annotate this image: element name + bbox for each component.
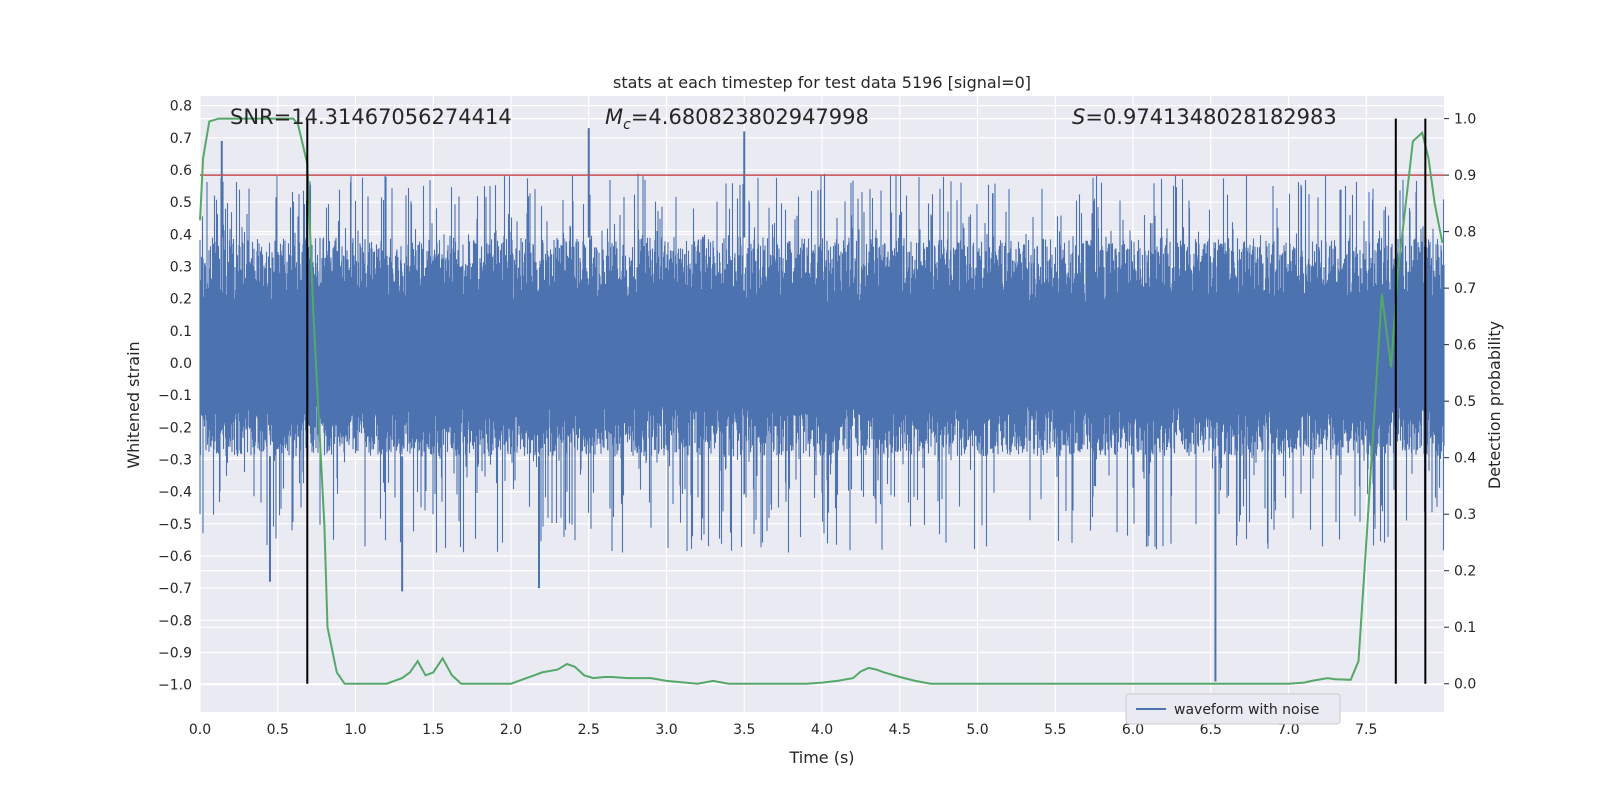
y-tick-label-left: −0.9 [158, 645, 192, 661]
y-tick-label-right: 0.6 [1454, 338, 1476, 354]
x-tick-label: 7.0 [1277, 722, 1299, 738]
y-tick-label-right: 0.7 [1454, 281, 1476, 297]
y-tick-label-left: 0.3 [170, 259, 192, 275]
waveform-series [199, 128, 1445, 682]
x-tick-label: 5.5 [1044, 722, 1066, 738]
x-tick-label: 3.0 [655, 722, 677, 738]
y-axis-label-left: Whitened strain [124, 341, 143, 468]
s-annotation: S=0.9741348028182983 [1072, 105, 1337, 129]
y-tick-label-right: 0.8 [1454, 225, 1476, 241]
y-tick-label-right: 1.0 [1454, 112, 1476, 128]
y-tick-label-left: −0.4 [158, 485, 192, 501]
x-axis-label: Time (s) [788, 748, 854, 767]
y-tick-label-right: 0.0 [1454, 677, 1476, 693]
y-tick-label-left: −0.1 [158, 388, 192, 404]
x-tick-label: 0.0 [189, 722, 211, 738]
x-tick-labels: 0.0 0.5 1.0 1.5 2.0 2.5 3.0 3.5 4.0 4.5 5.0 5.5 6.0 6… [189, 722, 1378, 738]
y-tick-label-left: −0.5 [158, 517, 192, 533]
y-tick-labels-left: 0.8 0.7 0.6 0.5 0.4 0.3 0.2 0.1 0.0 −0.1 −0.2 −0.3 −… [158, 99, 192, 694]
y-tick-label-right: 0.4 [1454, 451, 1476, 467]
y-tick-label-left: −0.6 [158, 549, 192, 565]
x-tick-label: 5.0 [966, 722, 988, 738]
vertical-marker-lines [306, 118, 1427, 684]
y-tick-label-right: 0.1 [1454, 620, 1476, 636]
x-tick-label: 0.5 [267, 722, 289, 738]
y-tick-label-right: 0.5 [1454, 394, 1476, 410]
snr-annotation: SNR=14.31467056274414 [230, 105, 512, 129]
y-tick-label-left: −0.3 [158, 452, 192, 468]
s-symbol: S [1072, 105, 1085, 129]
x-tick-label: 2.0 [500, 722, 522, 738]
y-tick-label-right: 0.2 [1454, 564, 1476, 580]
y-tick-label-left: 0.6 [170, 163, 192, 179]
x-tick-label: 4.0 [811, 722, 833, 738]
waveform-body [199, 173, 1445, 553]
x-tick-label: 2.5 [578, 722, 600, 738]
y-tick-label-left: 0.1 [170, 324, 192, 340]
x-tick-label: 4.5 [889, 722, 911, 738]
y-tick-label-left: 0.4 [170, 227, 192, 243]
y-tick-label-left: −1.0 [158, 678, 192, 694]
y-tick-label-left: 0.8 [170, 99, 192, 115]
x-tick-label: 6.5 [1200, 722, 1222, 738]
detection-probability-line [199, 117, 1444, 685]
chirp-mass-annotation: Mc=4.680823802947998 [605, 105, 869, 133]
y-tick-label-left: 0.5 [170, 195, 192, 211]
chirp-mass-symbol: M [605, 105, 623, 129]
chart-title: stats at each timestep for test data 519… [613, 73, 1031, 92]
s-value: =0.9741348028182983 [1085, 105, 1336, 129]
y-axis-label-right: Detection probability [1485, 321, 1504, 489]
y-tick-label-left: −0.8 [158, 613, 192, 629]
y-tick-label-left: 0.2 [170, 292, 192, 308]
x-tick-label: 6.0 [1122, 722, 1144, 738]
y-tick-label-left: −0.7 [158, 581, 192, 597]
y-tick-label-right: 0.9 [1454, 168, 1476, 184]
x-tick-label: 1.0 [344, 722, 366, 738]
x-tick-label: 7.5 [1355, 722, 1377, 738]
x-tick-label: 1.5 [422, 722, 444, 738]
legend-box [1125, 693, 1341, 725]
y-tick-labels-right: 0.0 0.1 0.2 0.3 0.4 0.5 0.6 0.7 0.8 0.9 1.0 [1444, 112, 1476, 693]
y-tick-label-left: 0.0 [170, 356, 192, 372]
chirp-mass-subscript: c [623, 117, 631, 133]
y-tick-label-left: −0.2 [158, 420, 192, 436]
y-tick-label-left: 0.7 [170, 131, 192, 147]
y-tick-label-right: 0.3 [1454, 507, 1476, 523]
legend: waveform with noise [1125, 693, 1341, 725]
x-tick-label: 3.5 [733, 722, 755, 738]
legend-label-waveform: waveform with noise [1174, 702, 1319, 718]
probability-layer [199, 117, 1444, 685]
chirp-mass-value: =4.680823802947998 [631, 105, 869, 129]
